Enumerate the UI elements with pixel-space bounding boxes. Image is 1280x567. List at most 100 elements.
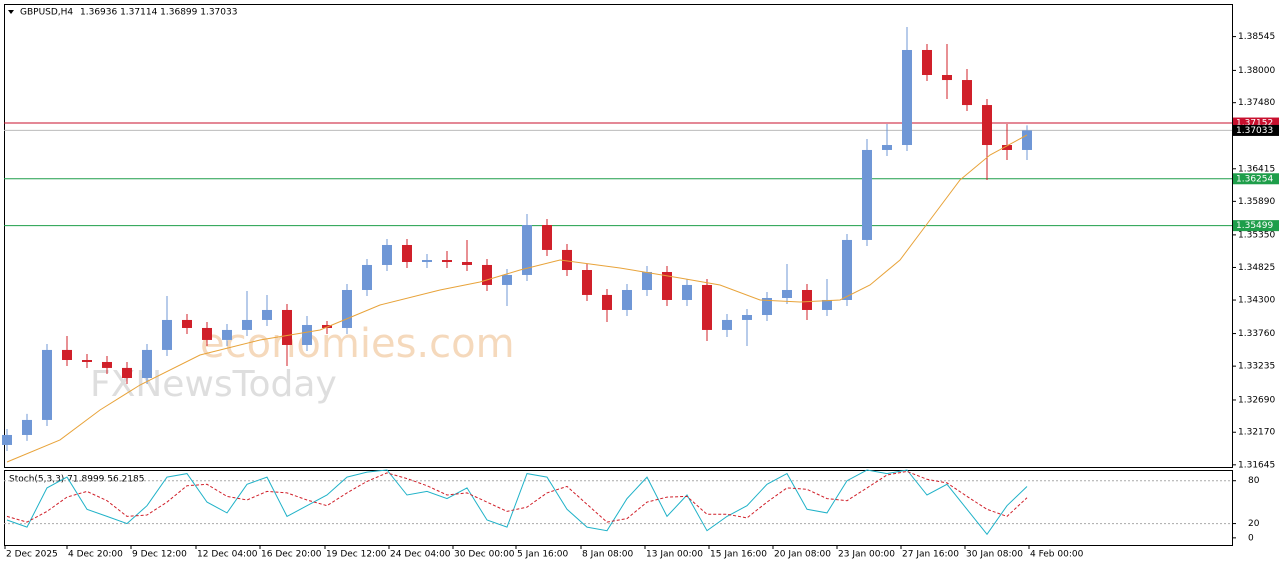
stoch-line [6,469,1028,536]
candle-body [862,149,872,240]
candle-body [402,244,412,263]
ohlc: 1.36936 1.37114 1.36899 1.37033 [80,8,237,18]
y-tick-label: 1.37480 [1238,98,1275,108]
candle-body [722,319,732,330]
price-badge-label: 1.35499 [1236,221,1273,231]
y-tick-label: 1.38000 [1238,66,1275,76]
candle-body [322,324,332,328]
candle-body [922,49,932,76]
y-tick-label: 1.33760 [1238,329,1275,339]
symbol: GBPUSD,H4 [20,8,73,18]
candle-body [542,225,552,250]
y-tick-label: 0 [1248,533,1254,543]
x-tick-label: 19 Dec 12:00 [326,550,387,560]
candle-body [202,327,212,340]
x-tick-label: 13 Jan 00:00 [646,550,703,560]
candle-body [282,309,292,345]
candle-body [422,260,432,263]
candle-body [42,349,52,420]
x-tick-label: 4 Dec 20:00 [68,550,123,560]
price-badge-label: 1.36254 [1236,174,1273,184]
candle-body [242,319,252,330]
watermark: economies.com [200,321,515,367]
candle-body [962,80,972,106]
y-tick-label: 1.35890 [1238,197,1275,207]
candle-body [802,289,812,310]
price-badge-label: 1.37152 [1236,119,1273,129]
y-tick-label: 1.34825 [1238,263,1275,273]
moving-average [6,134,1028,463]
menu-arrow[interactable] [8,10,14,14]
candle-body [562,249,572,271]
candle-body [622,289,632,310]
stoch-pane [4,470,1233,546]
x-tick-label: 2 Dec 2025 [6,550,58,560]
y-tick-label: 1.35350 [1238,230,1275,240]
candle-body [482,264,492,285]
candle-body [262,309,272,320]
candle-body [302,324,312,345]
candle-body [642,271,652,290]
candle-body [702,284,712,330]
candle-body [162,319,172,350]
x-tick-label: 4 Feb 00:00 [1030,550,1084,560]
candle-body [762,297,772,316]
main-pane [4,4,1233,468]
y-tick-label: 1.36415 [1238,164,1275,174]
y-tick-label: 1.33235 [1238,362,1275,372]
y-tick-label: 1.32170 [1238,428,1275,438]
candle-body [942,75,952,81]
candle-body [582,270,592,295]
y-tick-label: 80 [1248,476,1260,486]
x-tick-label: 9 Dec 12:00 [132,550,187,560]
candle-body [462,262,472,265]
candle-body [842,239,852,300]
price-badge [1233,220,1279,232]
candle-body [882,145,892,150]
y-tick-label: 1.31645 [1238,460,1275,470]
x-tick-label: 30 Jan 08:00 [966,550,1023,560]
candle-body [22,419,32,435]
candle-body [682,284,692,300]
candle-body [102,361,112,368]
candle-body [822,299,832,310]
candle-body [82,360,92,362]
candle-body [2,434,12,445]
candle-body [742,315,752,320]
candle-body [902,49,912,146]
x-tick-label: 16 Dec 20:00 [261,550,322,560]
x-tick-label: 12 Dec 04:00 [197,550,258,560]
x-tick-label: 15 Jan 16:00 [710,550,767,560]
candle-body [522,225,532,275]
price-badge [1233,173,1279,185]
x-tick-label: 27 Jan 16:00 [902,550,959,560]
x-tick-label: 23 Jan 00:00 [838,550,895,560]
x-tick-label: 8 Jan 08:00 [582,550,634,560]
candle-body [1022,130,1032,150]
stoch-title: Stoch(5,3,3) 71.8999 56.2185 [9,475,144,485]
stoch-line [6,470,1028,523]
candle-body [1002,145,1012,150]
y-tick-label: 1.34300 [1238,296,1275,306]
candle-body [602,294,612,310]
candle-body [222,329,232,340]
candle-body [122,367,132,378]
candle-body [382,244,392,265]
price-badge-label: 1.37033 [1236,126,1273,136]
price-badge [1233,124,1279,136]
y-tick-label: 1.38545 [1238,32,1275,42]
candle-body [362,264,372,290]
candle-body [142,349,152,378]
x-tick-label: 5 Jan 16:00 [517,550,569,560]
x-tick-label: 30 Dec 00:00 [454,550,515,560]
candle-body [342,289,352,328]
y-tick-label: 1.32690 [1238,395,1275,405]
candle-body [502,274,512,285]
candle-body [442,260,452,263]
candle-body [782,289,792,298]
x-tick-label: 24 Dec 04:00 [390,550,451,560]
x-tick-label: 20 Jan 08:00 [774,550,831,560]
price-badge [1233,117,1279,129]
